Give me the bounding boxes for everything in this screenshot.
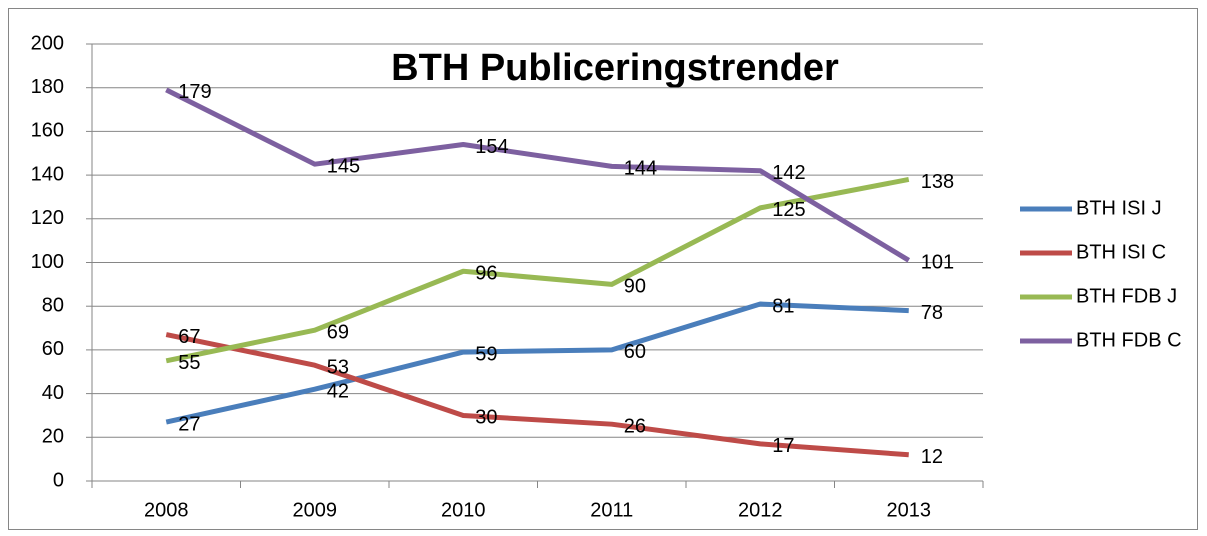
y-tick-label: 60 [42, 338, 64, 360]
data-label: 53 [327, 356, 349, 378]
data-label: 179 [178, 81, 211, 103]
data-label: 81 [772, 295, 794, 317]
data-label: 154 [475, 136, 508, 158]
data-label: 138 [921, 171, 954, 193]
chart-title: BTH Publiceringstrender [391, 47, 839, 89]
data-label: 26 [624, 415, 646, 437]
data-label: 96 [475, 263, 497, 285]
data-label: 125 [772, 199, 805, 221]
legend-label: BTH ISI C [1076, 241, 1166, 263]
y-tick-label: 40 [42, 382, 64, 404]
data-label: 42 [327, 381, 349, 403]
y-tick-label: 120 [31, 207, 64, 229]
data-label: 59 [475, 343, 497, 365]
y-tick-label: 200 [31, 32, 64, 54]
data-label: 60 [624, 341, 646, 363]
y-tick-label: 0 [53, 469, 64, 491]
y-tick-label: 80 [42, 294, 64, 316]
line [165, 87, 911, 263]
data-label: 55 [178, 352, 200, 374]
data-label: 12 [921, 446, 943, 468]
x-tick-label: 2011 [590, 499, 633, 521]
line [165, 301, 909, 425]
data-label: 144 [624, 158, 657, 180]
y-tick-label: 20 [42, 426, 64, 448]
data-label: 145 [327, 155, 360, 177]
data-label: 90 [624, 276, 646, 298]
data-label: 67 [178, 326, 200, 348]
legend-label: BTH FDB J [1076, 285, 1177, 307]
y-tick-label: 140 [31, 163, 64, 185]
data-label: 30 [475, 407, 497, 429]
chart-border [8, 8, 1198, 530]
x-tick-label: 2012 [738, 499, 783, 521]
y-tick-label: 100 [31, 251, 64, 273]
x-tick-label: 2009 [293, 499, 338, 521]
y-tick-label: 180 [31, 76, 64, 98]
data-label: 101 [921, 252, 954, 274]
data-label: 69 [327, 322, 349, 344]
data-label: 27 [178, 413, 200, 435]
y-tick-label: 160 [31, 120, 64, 142]
legend-label: BTH ISI J [1076, 197, 1162, 219]
data-label: 142 [772, 162, 805, 184]
x-tick-label: 2008 [144, 499, 189, 521]
data-label: 17 [772, 435, 794, 457]
line [165, 177, 910, 364]
data-label: 78 [921, 302, 943, 324]
x-tick-label: 2010 [441, 499, 486, 521]
legend-label: BTH FDB C [1076, 329, 1182, 351]
line [165, 332, 909, 458]
x-tick-label: 2013 [887, 499, 932, 521]
